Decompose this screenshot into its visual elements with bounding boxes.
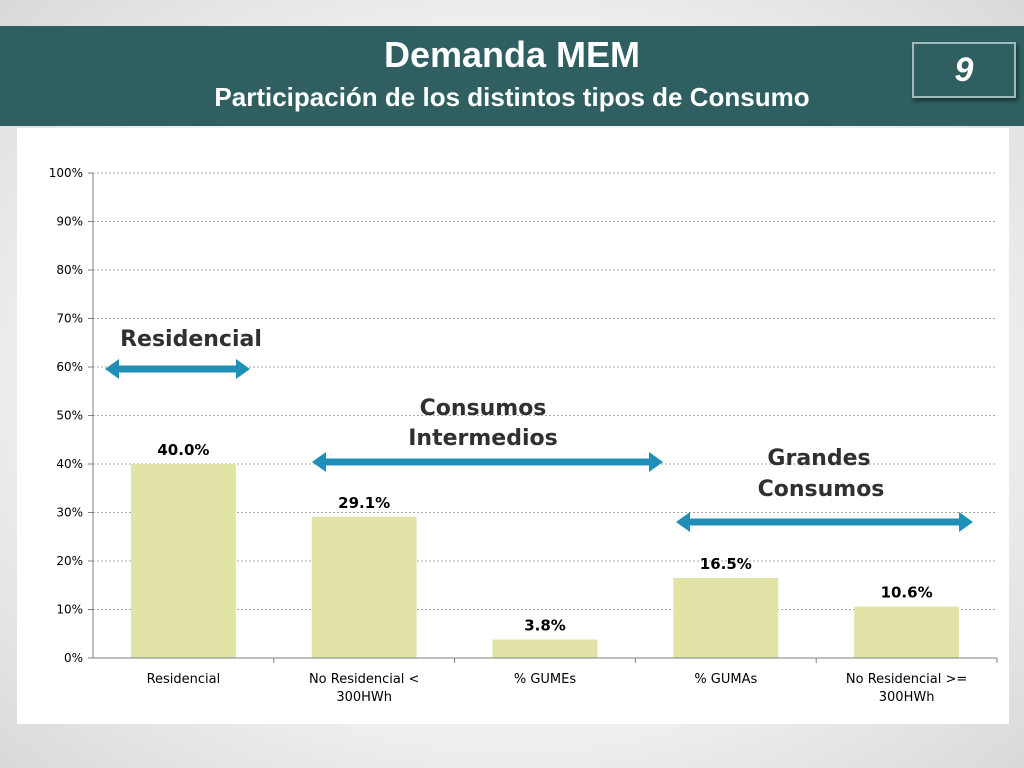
chart-panel: 0% 10% 20% 30% 40% 50% 60% 70% 80% 90% 100% 40.0% 2…: [17, 128, 1009, 724]
data-label: 10.6%: [881, 584, 933, 602]
bars: [130, 464, 960, 658]
grandes-annotation-line1: Grandes: [767, 446, 870, 471]
y-tick-label: 60%: [56, 360, 83, 374]
data-labels: 40.0% 29.1% 3.8% 16.5% 10.6%: [157, 441, 932, 635]
data-label: 40.0%: [157, 441, 209, 459]
intermedios-annotation-line1: Consumos: [420, 396, 547, 421]
axes: [92, 173, 998, 663]
residencial-arrow: [105, 359, 250, 379]
y-tick-label: 90%: [56, 215, 83, 229]
residencial-annotation: Residencial: [120, 327, 262, 352]
y-tick-label: 80%: [56, 263, 83, 277]
y-tick-label: 40%: [56, 457, 83, 471]
y-tick-label: 100%: [49, 166, 83, 180]
data-label: 16.5%: [700, 555, 752, 573]
bar: [492, 639, 598, 658]
bar-chart: 0% 10% 20% 30% 40% 50% 60% 70% 80% 90% 100% 40.0% 2…: [49, 166, 998, 705]
x-category-label: Residencial: [147, 672, 221, 687]
y-axis-ticks: 0% 10% 20% 30% 40% 50% 60% 70% 80% 90% 100%: [49, 166, 93, 665]
y-tick-label: 20%: [56, 554, 83, 568]
page-title: Demanda MEM: [383, 34, 641, 75]
bar: [854, 606, 960, 658]
page-subtitle: Participación de los distintos tipos de …: [214, 82, 810, 112]
y-tick-label: 0%: [64, 651, 83, 665]
y-tick-label: 30%: [56, 506, 83, 520]
intermedios-arrow: [312, 452, 663, 472]
x-category-label: % GUMAs: [694, 672, 757, 687]
bar: [673, 577, 779, 658]
y-tick-label: 50%: [56, 409, 83, 423]
data-label: 29.1%: [338, 494, 390, 512]
y-tick-label: 10%: [56, 603, 83, 617]
x-category-label: No Residencial <300HWh: [309, 672, 420, 705]
x-axis-categories: Residencial No Residencial <300HWh % GUMEs…: [147, 672, 968, 705]
x-category-label: % GUMEs: [514, 672, 577, 687]
bar: [130, 464, 236, 658]
bar: [311, 516, 417, 658]
data-label: 3.8%: [524, 617, 566, 635]
y-tick-label: 70%: [56, 312, 83, 326]
header-bar: Demanda MEM Participación de los distint…: [0, 26, 1024, 126]
grandes-annotation-line2: Consumos: [758, 477, 885, 502]
grandes-arrow: [676, 512, 973, 532]
intermedios-annotation-line2: Intermedios: [408, 426, 557, 451]
slide-number-badge: 9: [912, 42, 1016, 98]
x-category-label: No Residencial >= 300HWh: [846, 672, 967, 705]
